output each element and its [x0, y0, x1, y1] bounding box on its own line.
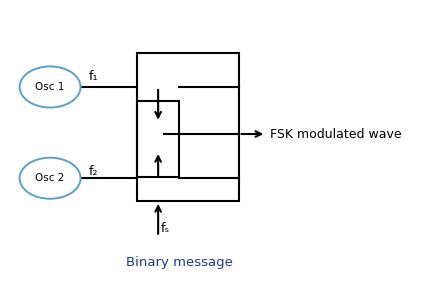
Text: f₂: f₂ — [89, 165, 99, 178]
Bar — [137, 53, 238, 201]
Text: Osc 1: Osc 1 — [35, 82, 65, 92]
Text: fₛ: fₛ — [161, 222, 170, 235]
Text: f₁: f₁ — [89, 71, 99, 84]
Text: Osc 2: Osc 2 — [35, 173, 65, 183]
Bar — [137, 101, 179, 177]
Text: Binary message: Binary message — [125, 256, 232, 269]
Text: FSK modulated wave: FSK modulated wave — [270, 128, 401, 141]
